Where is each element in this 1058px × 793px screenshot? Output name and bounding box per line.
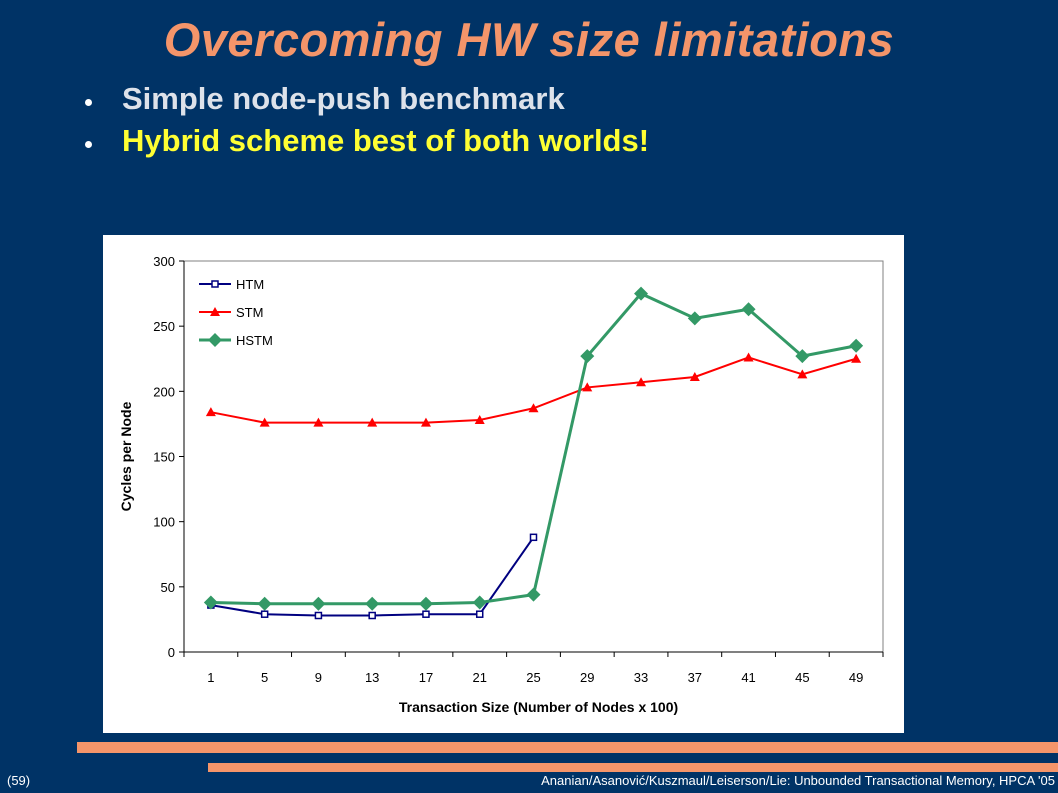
hstm-point (580, 349, 595, 364)
y-tick-label: 0 (168, 645, 175, 660)
hstm-point (526, 587, 541, 602)
hstm-point (741, 302, 756, 317)
bullet-list: Simple node-push benchmark Hybrid scheme… (85, 78, 649, 162)
hstm-point (795, 349, 810, 364)
x-tick-label: 41 (741, 670, 755, 685)
hstm-point (849, 338, 864, 353)
stm-point (743, 352, 754, 362)
x-tick-label: 49 (849, 670, 863, 685)
hstm-point (418, 596, 433, 611)
htm-point (260, 610, 269, 618)
stm-point (474, 415, 485, 425)
y-tick-label: 250 (153, 319, 175, 334)
y-tick-label: 100 (153, 515, 175, 530)
htm-point (422, 610, 430, 618)
bullet-item: Simple node-push benchmark (85, 78, 649, 120)
htm-point (529, 533, 538, 542)
stm-point (528, 403, 539, 413)
hstm-legend-label: HSTM (236, 333, 273, 348)
y-tick-label: 150 (153, 450, 175, 465)
footer-citation: Ananian/Asanović/Kuszmaul/Leiserson/Lie:… (541, 773, 1055, 788)
hstm-series-line (210, 291, 857, 606)
slide-number: (59) (7, 773, 31, 788)
hstm-point (203, 595, 218, 610)
bullet-dot-icon (85, 98, 92, 106)
stm-point (851, 353, 862, 363)
x-tick-label: 25 (526, 670, 540, 685)
x-tick-label: 45 (795, 670, 809, 685)
footer-accent-bar (77, 742, 1058, 753)
y-tick-label: 50 (161, 580, 175, 595)
footer-accent-bar (208, 763, 1058, 772)
x-tick-label: 37 (688, 670, 702, 685)
stm-point (259, 417, 270, 427)
hstm-point (634, 286, 649, 301)
y-axis-label: Cycles per Node (118, 401, 134, 511)
stm-point (797, 369, 808, 379)
x-axis-label: Transaction Size (Number of Nodes x 100) (399, 699, 678, 715)
y-tick-label: 200 (153, 384, 175, 399)
htm-legend-marker (211, 280, 219, 288)
bullet-dot-icon (85, 140, 92, 148)
stm-series-line (210, 356, 857, 424)
x-tick-label: 5 (261, 670, 268, 685)
hstm-point (257, 596, 272, 611)
line-chart: 0 50 100 150 200 250 300 1 5 9 13 17 21 25 29 33 37 41 45 4… (118, 254, 884, 715)
bullet-text: Simple node-push benchmark (122, 81, 565, 116)
hstm-point (365, 596, 380, 611)
stm-point (689, 371, 700, 381)
bullet-text: Hybrid scheme best of both worlds! (122, 123, 650, 158)
htm-point (368, 611, 376, 620)
stm-point (313, 417, 324, 427)
hstm-legend-marker (208, 333, 222, 347)
htm-legend-label: HTM (236, 277, 264, 292)
hstm-point (687, 311, 702, 326)
x-tick-label: 21 (472, 670, 486, 685)
hstm-point (311, 596, 326, 611)
x-tick-label: 29 (580, 670, 594, 685)
x-tick-label: 9 (315, 670, 322, 685)
stm-legend-label: STM (236, 305, 263, 320)
stm-point (420, 417, 431, 427)
x-tick-label: 13 (365, 670, 379, 685)
bullet-item: Hybrid scheme best of both worlds! (85, 120, 649, 162)
y-tick-label: 300 (153, 254, 175, 269)
stm-legend-marker (210, 307, 220, 316)
hstm-point (472, 595, 487, 610)
x-tick-label: 1 (207, 670, 214, 685)
stm-point (582, 382, 593, 392)
slide-title: Overcoming HW size limitations (163, 13, 895, 66)
stm-point (367, 417, 378, 427)
stm-point (636, 377, 647, 387)
x-tick-label: 17 (419, 670, 433, 685)
htm-point (475, 610, 484, 618)
chart-container: 0 50 100 150 200 250 300 1 5 9 13 17 21 25 29 33 37 41 45 4… (103, 235, 904, 733)
x-tick-label: 33 (634, 670, 648, 685)
stm-point (205, 407, 216, 417)
htm-point (314, 611, 323, 620)
